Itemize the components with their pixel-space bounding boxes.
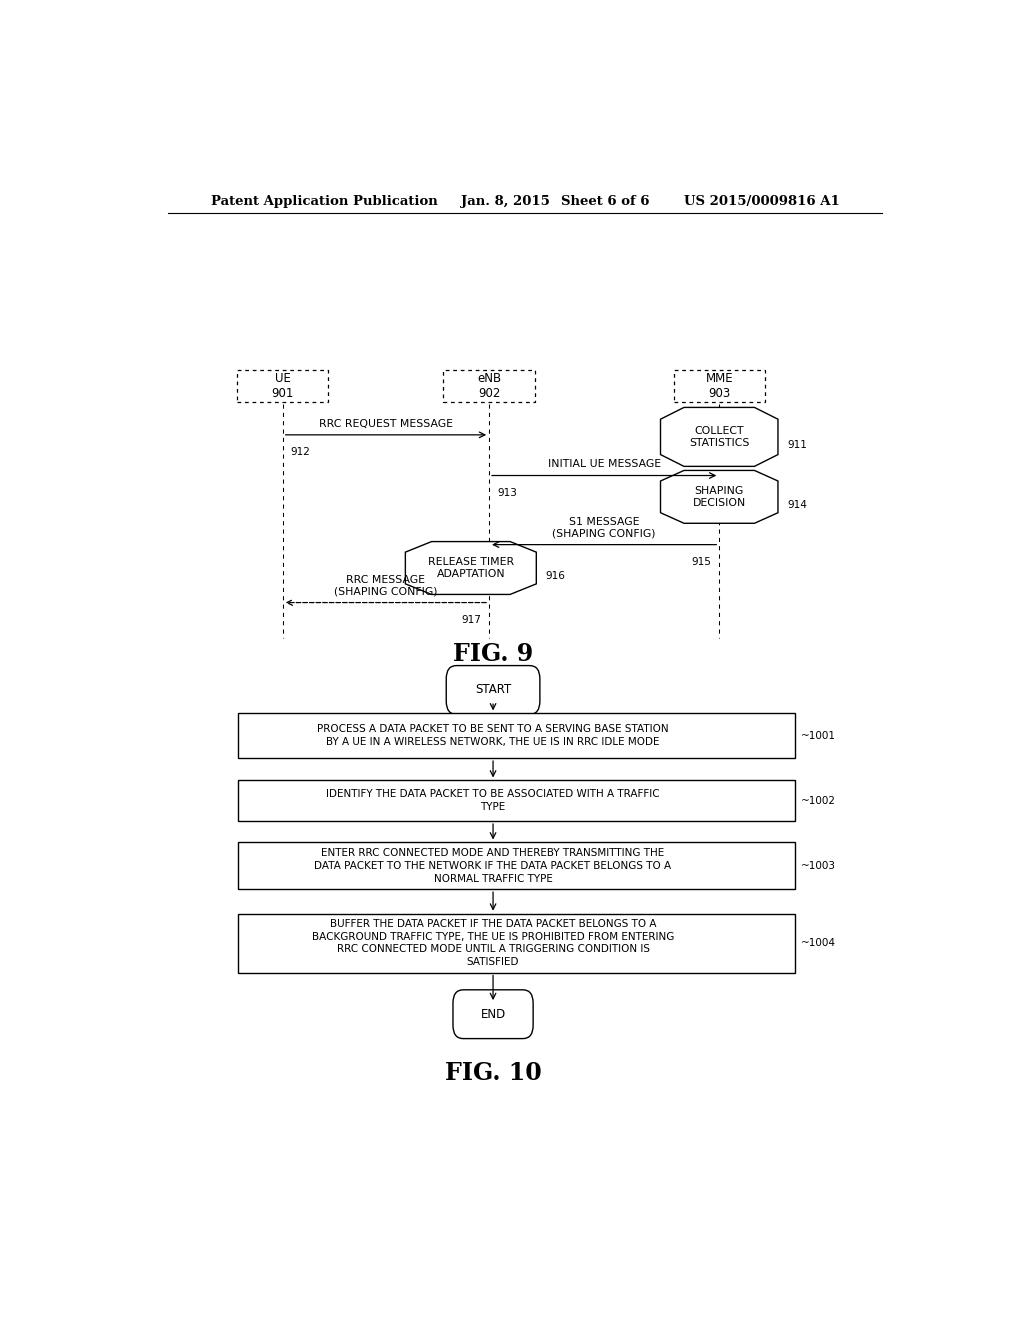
Text: US 2015/0009816 A1: US 2015/0009816 A1 (684, 194, 840, 207)
FancyBboxPatch shape (446, 665, 540, 714)
Text: 917: 917 (461, 615, 481, 624)
Text: 915: 915 (691, 557, 712, 566)
Text: S1 MESSAGE
(SHAPING CONFIG): S1 MESSAGE (SHAPING CONFIG) (552, 517, 656, 539)
Text: ENTER RRC CONNECTED MODE AND THEREBY TRANSMITTING THE
DATA PACKET TO THE NETWORK: ENTER RRC CONNECTED MODE AND THEREBY TRA… (314, 847, 672, 883)
Text: Jan. 8, 2015: Jan. 8, 2015 (461, 194, 550, 207)
Text: Sheet 6 of 6: Sheet 6 of 6 (560, 194, 649, 207)
Text: eNB
902: eNB 902 (477, 372, 501, 400)
FancyBboxPatch shape (674, 370, 765, 403)
FancyBboxPatch shape (238, 842, 795, 890)
Text: RRC REQUEST MESSAGE: RRC REQUEST MESSAGE (318, 418, 453, 429)
Text: ~1002: ~1002 (801, 796, 836, 805)
Text: ~1003: ~1003 (801, 861, 836, 871)
Text: RELEASE TIMER
ADAPTATION: RELEASE TIMER ADAPTATION (428, 557, 514, 579)
Text: ~1001: ~1001 (801, 731, 836, 741)
Text: PROCESS A DATA PACKET TO BE SENT TO A SERVING BASE STATION
BY A UE IN A WIRELESS: PROCESS A DATA PACKET TO BE SENT TO A SE… (317, 725, 669, 747)
Polygon shape (406, 541, 537, 594)
Text: 911: 911 (787, 440, 807, 450)
Text: FIG. 9: FIG. 9 (453, 643, 534, 667)
Text: BUFFER THE DATA PACKET IF THE DATA PACKET BELONGS TO A
BACKGROUND TRAFFIC TYPE, : BUFFER THE DATA PACKET IF THE DATA PACKE… (312, 919, 674, 968)
Text: FIG. 10: FIG. 10 (444, 1061, 542, 1085)
FancyBboxPatch shape (238, 713, 795, 758)
FancyBboxPatch shape (443, 370, 535, 403)
Text: IDENTIFY THE DATA PACKET TO BE ASSOCIATED WITH A TRAFFIC
TYPE: IDENTIFY THE DATA PACKET TO BE ASSOCIATE… (327, 789, 659, 812)
Text: 914: 914 (787, 500, 807, 510)
Text: MME
903: MME 903 (706, 372, 733, 400)
Text: Patent Application Publication: Patent Application Publication (211, 194, 438, 207)
Text: RRC MESSAGE
(SHAPING CONFIG): RRC MESSAGE (SHAPING CONFIG) (334, 576, 437, 597)
Polygon shape (660, 470, 778, 523)
Text: END: END (480, 1007, 506, 1020)
Text: 912: 912 (291, 447, 310, 457)
Text: 913: 913 (497, 487, 517, 498)
Text: SHAPING
DECISION: SHAPING DECISION (692, 486, 745, 508)
Text: 916: 916 (546, 572, 565, 581)
FancyBboxPatch shape (238, 780, 795, 821)
Text: INITIAL UE MESSAGE: INITIAL UE MESSAGE (548, 459, 660, 470)
FancyBboxPatch shape (238, 913, 795, 973)
Text: ~1004: ~1004 (801, 939, 836, 948)
Text: UE
901: UE 901 (271, 372, 294, 400)
Text: COLLECT
STATISTICS: COLLECT STATISTICS (689, 425, 750, 447)
FancyBboxPatch shape (238, 370, 329, 403)
FancyBboxPatch shape (453, 990, 534, 1039)
Text: START: START (475, 684, 511, 697)
Polygon shape (660, 408, 778, 466)
